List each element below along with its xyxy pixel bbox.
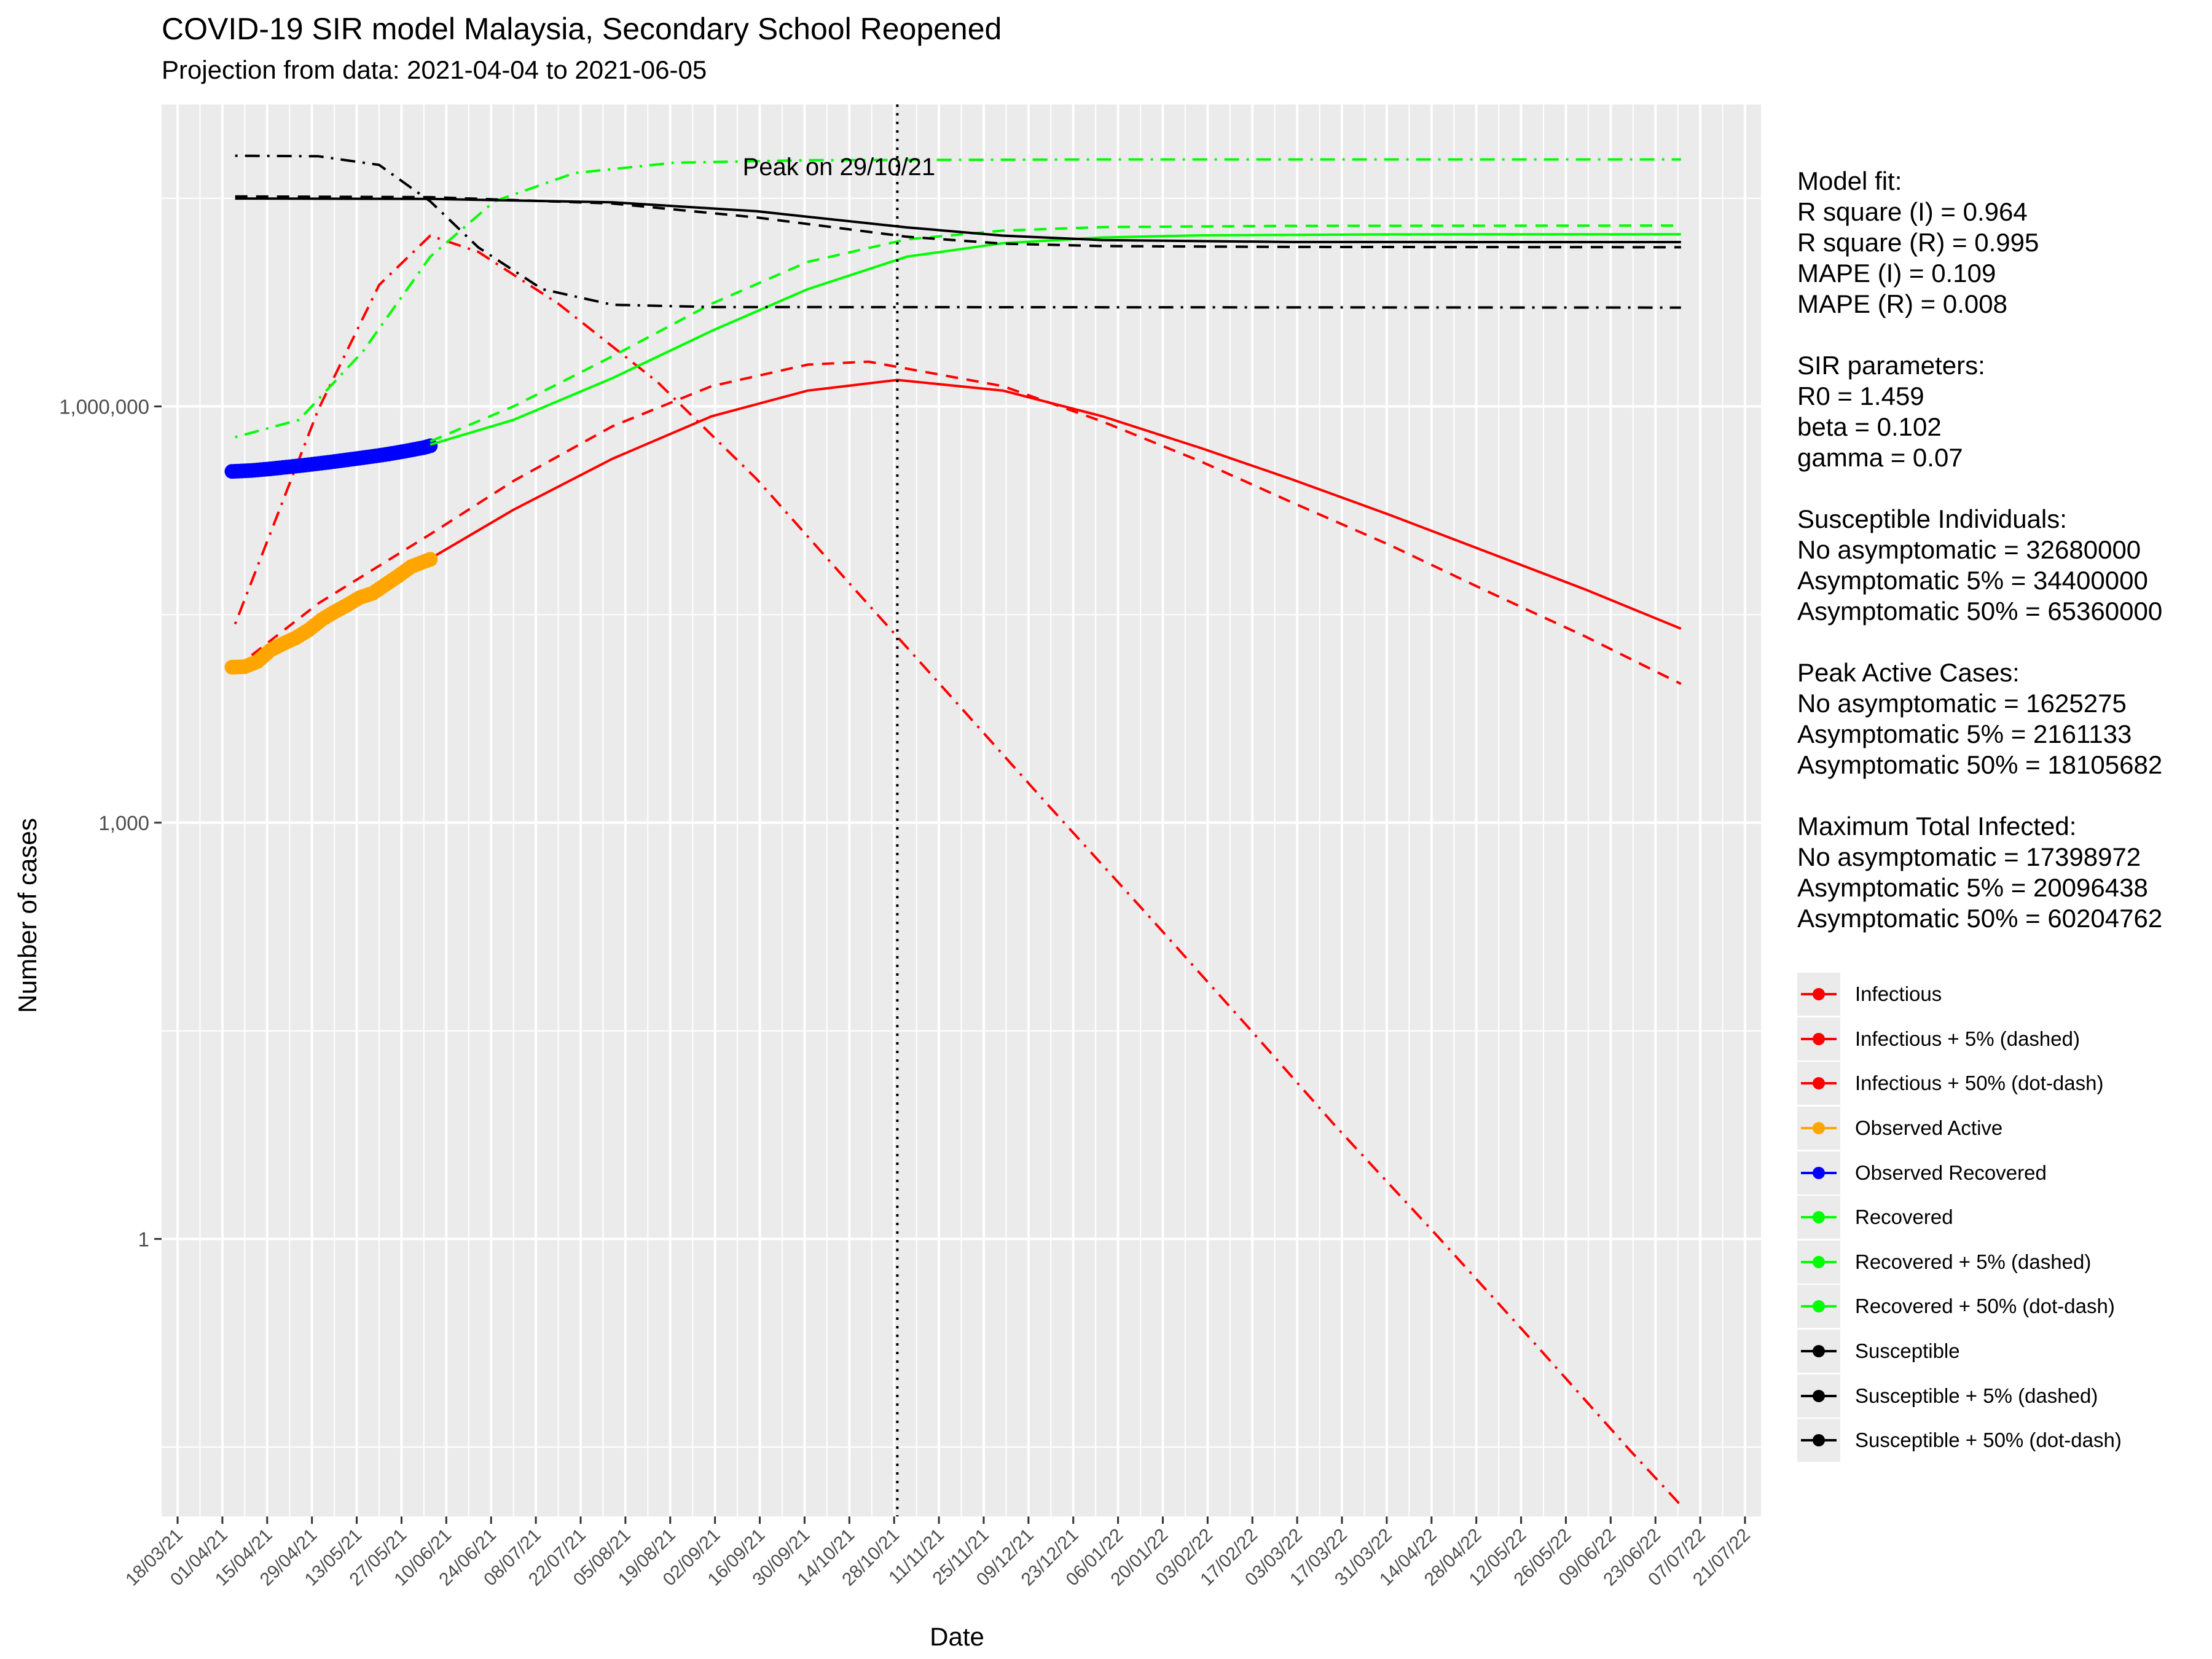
legend-key — [1797, 1374, 1840, 1418]
stats-line: Asymptomatic 50% = 18105682 — [1797, 750, 2163, 779]
stats-line: No asymptomatic = 1625275 — [1797, 689, 2127, 718]
legend-item: Observed Recovered — [1797, 1150, 2166, 1195]
legend-item: Infectious + 5% (dashed) — [1797, 1017, 2166, 1062]
stats-heading: Peak Active Cases: — [1797, 658, 2020, 687]
stats-line: No asymptomatic = 32680000 — [1797, 535, 2141, 564]
data-point — [423, 552, 438, 567]
legend-key-dot — [1813, 1077, 1825, 1090]
stats-line: R0 = 1.459 — [1797, 382, 1924, 410]
stats-heading: Susceptible Individuals: — [1797, 504, 2067, 533]
series-line — [429, 233, 1681, 446]
legend-key-dot — [1813, 1122, 1825, 1135]
legend-key — [1797, 1017, 1840, 1061]
legend-key — [1797, 1196, 1840, 1239]
x-axis-title: Date — [930, 1622, 984, 1651]
stats-line: beta = 0.102 — [1797, 412, 1942, 441]
legend-key — [1797, 1107, 1840, 1150]
series-line — [235, 158, 1681, 439]
series-line — [234, 360, 1682, 685]
legend-item: Recovered — [1797, 1195, 2166, 1240]
series-points — [224, 552, 438, 675]
series-line — [429, 224, 1681, 443]
legend-item: Infectious — [1797, 972, 2166, 1017]
peak-annotation: Peak on 29/10/21 — [743, 154, 936, 181]
legend-key — [1797, 1330, 1840, 1373]
stats-line: Asymptomatic 5% = 2161133 — [1797, 720, 2132, 748]
legend-label: Susceptible + 5% (dashed) — [1855, 1384, 2098, 1407]
stats-line: R square (I) = 0.964 — [1797, 197, 2028, 226]
legend-key — [1797, 973, 1840, 1016]
legend-key — [1797, 1285, 1840, 1328]
sir-parameters-block: SIR parameters: R0 = 1.459 beta = 0.102 … — [1797, 350, 2162, 473]
model-fit-block: Model fit: R square (I) = 0.964 R square… — [1797, 166, 2162, 320]
chart-title: COVID-19 SIR model Malaysia, Secondary S… — [162, 12, 1002, 46]
y-tick-label: 1,000,000 — [59, 395, 149, 418]
legend-key-dot — [1813, 1032, 1825, 1045]
series-line — [233, 234, 1682, 1507]
chart-subtitle: Projection from data: 2021-04-04 to 2021… — [162, 55, 707, 84]
legend-item: Infectious + 50% (dot-dash) — [1797, 1061, 2166, 1106]
legend-key-dot — [1813, 1166, 1825, 1179]
legend-label: Recovered + 5% (dashed) — [1855, 1250, 2092, 1273]
legend-label: Infectious — [1855, 982, 1942, 1006]
stats-line: Asymptomatic 50% = 60204762 — [1797, 904, 2163, 933]
legend-key-dot — [1813, 1389, 1825, 1402]
legend-key-dot — [1813, 1345, 1825, 1358]
legend-label: Recovered — [1855, 1206, 1953, 1229]
legend-label: Infectious + 50% (dot-dash) — [1855, 1072, 2104, 1095]
data-point — [423, 438, 438, 453]
stats-line: No asymptomatic = 17398972 — [1797, 842, 2141, 871]
grid-major — [162, 104, 1761, 1516]
legend-key-dot — [1813, 1255, 1825, 1268]
legend-key-dot — [1813, 1211, 1825, 1224]
stats-line: gamma = 0.07 — [1797, 443, 1963, 472]
legend-key — [1797, 1419, 1840, 1462]
series-line — [234, 378, 1682, 670]
y-tick-label: 1 — [138, 1228, 149, 1250]
stats-line: MAPE (I) = 0.109 — [1797, 259, 1996, 288]
legend-key — [1797, 1240, 1840, 1284]
max-infected-block: Maximum Total Infected: No asymptomatic … — [1797, 811, 2162, 934]
stats-line: MAPE (R) = 0.008 — [1797, 289, 2007, 318]
y-tick-label: 1,000 — [98, 812, 149, 834]
legend-label: Observed Recovered — [1855, 1161, 2047, 1184]
grid-minor — [162, 104, 1761, 1516]
series-points — [224, 438, 438, 479]
legend: Infectious Infectious + 5% (dashed) Infect… — [1797, 972, 2166, 1463]
legend-label: Infectious + 5% (dashed) — [1855, 1027, 2080, 1050]
legend-item: Susceptible + 50% (dot-dash) — [1797, 1418, 2166, 1463]
legend-label: Observed Active — [1855, 1116, 2003, 1140]
stats-heading: Model fit: — [1797, 167, 1902, 195]
legend-key-dot — [1813, 1434, 1825, 1447]
legend-key-dot — [1813, 988, 1825, 1001]
legend-label: Recovered + 50% (dot-dash) — [1855, 1295, 2115, 1318]
legend-label: Susceptible — [1855, 1339, 1960, 1363]
legend-item: Recovered + 50% (dot-dash) — [1797, 1284, 2166, 1329]
stats-heading: SIR parameters: — [1797, 351, 1985, 380]
legend-key — [1797, 1062, 1840, 1105]
stats-line: Asymptomatic 5% = 20096438 — [1797, 873, 2148, 902]
series-line — [235, 154, 1681, 309]
peak-active-block: Peak Active Cases: No asymptomatic = 162… — [1797, 657, 2162, 780]
legend-label: Susceptible + 50% (dot-dash) — [1855, 1429, 2122, 1452]
legend-key-dot — [1813, 1300, 1825, 1313]
legend-item: Susceptible + 5% (dashed) — [1797, 1373, 2166, 1418]
susceptible-block: Susceptible Individuals: No asymptomatic… — [1797, 504, 2162, 627]
legend-item: Recovered + 5% (dashed) — [1797, 1240, 2166, 1285]
series-layer — [224, 104, 1682, 1516]
series-line — [235, 195, 1681, 249]
stats-line: R square (R) = 0.995 — [1797, 228, 2039, 257]
legend-item: Observed Active — [1797, 1106, 2166, 1151]
legend-item: Susceptible — [1797, 1329, 2166, 1374]
stats-line: Asymptomatic 5% = 34400000 — [1797, 566, 2148, 595]
legend-key — [1797, 1151, 1840, 1194]
stats-line: Asymptomatic 50% = 65360000 — [1797, 597, 2163, 626]
stats-heading: Maximum Total Infected: — [1797, 812, 2077, 841]
y-axis-title: Number of cases — [13, 818, 42, 1013]
stats-panel: Model fit: R square (I) = 0.964 R square… — [1797, 166, 2162, 965]
